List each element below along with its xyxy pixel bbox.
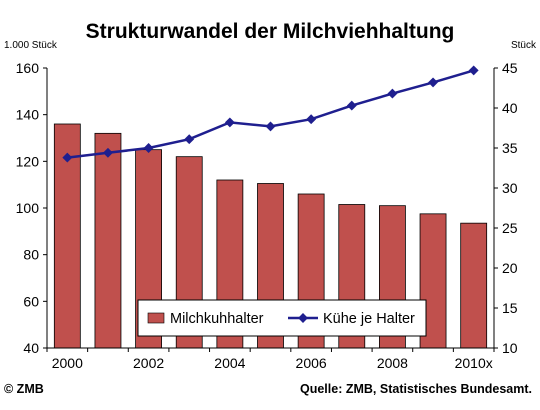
right-axis-ticks: 10 15 20 25 30 35 40 45 bbox=[494, 60, 518, 356]
legend-label-milchkuhhalter: Milchkuhhalter bbox=[170, 311, 264, 327]
x-axis-ticks: 2000 2002 2004 2006 2008 2010x bbox=[46, 348, 495, 371]
line-point-2009 bbox=[428, 77, 438, 88]
line-point-2006 bbox=[306, 114, 317, 125]
left-axis-unit: 1.000 Stück bbox=[4, 40, 58, 51]
line-kuehe-je-halter bbox=[67, 69, 475, 159]
line-point-2004 bbox=[224, 117, 235, 128]
line-point-2010x bbox=[468, 65, 479, 76]
right-tick-label: 15 bbox=[502, 300, 518, 316]
legend: Milchkuhhalter Kühe je Halter bbox=[137, 299, 427, 337]
right-tick-label: 25 bbox=[502, 220, 518, 236]
legend-line-marker bbox=[298, 313, 308, 323]
left-tick-label: 40 bbox=[23, 340, 39, 356]
legend-label-kuehe-je-halter: Kühe je Halter bbox=[323, 311, 415, 327]
x-tick-label: 2008 bbox=[377, 355, 408, 371]
left-tick-label: 160 bbox=[16, 60, 40, 76]
line-point-2003 bbox=[184, 134, 195, 145]
right-tick-label: 40 bbox=[502, 100, 518, 116]
x-tick-label: 2002 bbox=[133, 355, 164, 371]
footer-copyright: © ZMB bbox=[4, 382, 44, 396]
left-tick-label: 100 bbox=[16, 200, 40, 216]
left-tick-label: 80 bbox=[23, 247, 39, 263]
left-tick-label: 140 bbox=[16, 107, 40, 123]
legend-box bbox=[137, 299, 427, 337]
right-tick-label: 10 bbox=[502, 340, 518, 356]
x-tick-label: 2010x bbox=[455, 355, 493, 371]
x-tick-label: 2000 bbox=[52, 355, 83, 371]
line-series bbox=[62, 65, 479, 163]
bar-2001 bbox=[94, 132, 122, 349]
right-tick-label: 20 bbox=[502, 260, 518, 276]
legend-bar-swatch bbox=[147, 312, 165, 324]
line-point-2008 bbox=[387, 88, 398, 99]
line-point-2002 bbox=[143, 143, 154, 153]
footer-source: Quelle: ZMB, Statistisches Bundesamt. bbox=[300, 382, 532, 396]
line-point-2007 bbox=[346, 100, 357, 111]
right-tick-label: 35 bbox=[502, 140, 518, 156]
left-tick-label: 120 bbox=[16, 153, 40, 169]
bar-2010x bbox=[460, 222, 488, 349]
chart-title: Strukturwandel der Milchviehhaltung bbox=[86, 20, 455, 43]
line-point-2001 bbox=[103, 147, 113, 158]
x-tick-label: 2006 bbox=[296, 355, 327, 371]
right-tick-label: 45 bbox=[502, 60, 518, 76]
line-point-2005 bbox=[265, 121, 276, 132]
left-tick-label: 60 bbox=[23, 293, 39, 309]
right-axis-unit: Stück bbox=[511, 40, 537, 51]
right-tick-label: 30 bbox=[502, 180, 518, 196]
x-tick-label: 2004 bbox=[214, 355, 245, 371]
left-axis-ticks: 40 60 80 100 120 140 160 bbox=[16, 60, 47, 356]
